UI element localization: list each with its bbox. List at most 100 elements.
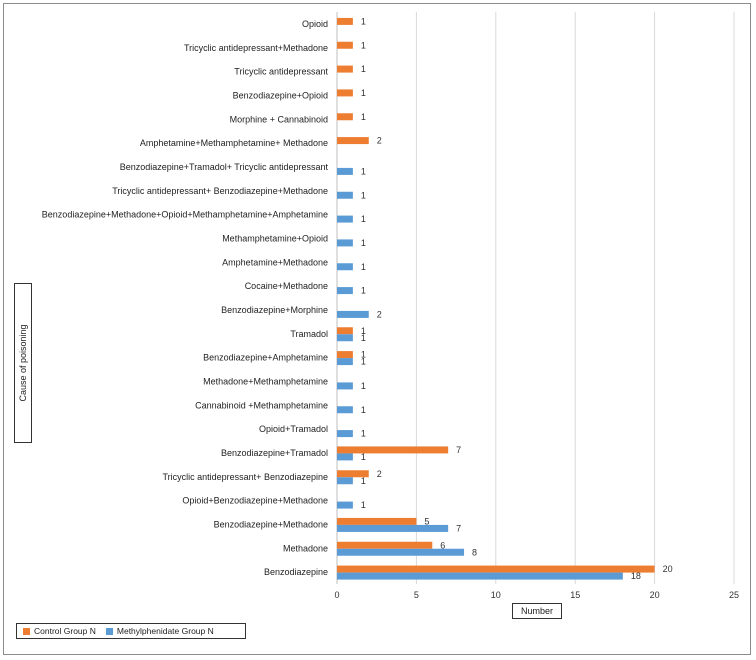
- bar-control: [337, 565, 655, 573]
- data-label-control: 1: [361, 112, 366, 122]
- bar-methylphenidate: [337, 382, 353, 390]
- data-label-methylphenidate: 1: [361, 452, 366, 462]
- category-label: Tricyclic antidepressant+ Benzodiazepine…: [112, 186, 328, 196]
- bars: [337, 17, 655, 580]
- bar-control: [337, 517, 417, 525]
- bar-methylphenidate: [337, 239, 353, 247]
- category-label: Opioid: [302, 19, 328, 29]
- bar-control: [337, 446, 449, 454]
- category-label: Tramadol: [290, 329, 328, 339]
- category-label: Cocaine+Methadone: [245, 281, 328, 291]
- data-label-methylphenidate: 1: [361, 214, 366, 224]
- legend-swatch-control: [23, 627, 30, 635]
- data-label-methylphenidate: 8: [472, 547, 477, 557]
- bar-methylphenidate: [337, 406, 353, 414]
- bar-methylphenidate: [337, 477, 353, 485]
- data-label-control: 7: [456, 445, 461, 455]
- legend-label-methylphenidate: Methylphenidate Group N: [116, 626, 214, 636]
- bar-control: [337, 65, 353, 73]
- category-label: Opioid+Tramadol: [259, 424, 328, 434]
- category-label: Opioid+Benzodiazepine+Methadone: [182, 496, 328, 506]
- data-label-methylphenidate: 1: [361, 166, 366, 176]
- data-label-control: 1: [361, 40, 366, 50]
- bar-control: [337, 541, 433, 549]
- data-label-methylphenidate: 1: [361, 286, 366, 296]
- data-label-control: 1: [361, 350, 366, 360]
- category-label: Benzodiazepine+Opioid: [233, 90, 328, 100]
- data-label-control: 20: [663, 564, 673, 574]
- category-label: Cannabinoid +Methamphetamine: [195, 400, 328, 410]
- bar-methylphenidate: [337, 453, 353, 461]
- data-label-control: 5: [424, 516, 429, 526]
- category-label: Benzodiazepine+Amphetamine: [203, 353, 328, 363]
- x-tick-label: 25: [729, 590, 739, 600]
- bar-control: [337, 113, 353, 121]
- data-label-methylphenidate: 1: [361, 262, 366, 272]
- legend-entry-control: Control Group N: [23, 626, 96, 636]
- category-label: Benzodiazepine+Methadone: [214, 519, 328, 529]
- legend-swatch-methylphenidate: [105, 627, 113, 635]
- x-tick-label: 0: [334, 590, 339, 600]
- legend-entry-methylphenidate: Methylphenidate Group N: [105, 626, 214, 636]
- bar-methylphenidate: [337, 310, 369, 318]
- bar-control: [337, 41, 353, 49]
- category-label: Benzodiazepine: [264, 567, 328, 577]
- bar-control: [337, 351, 353, 359]
- category-label: Methadone+Methamphetamine: [203, 376, 328, 386]
- category-label: Morphine + Cannabinoid: [230, 114, 328, 124]
- data-label-control: 1: [361, 326, 366, 336]
- category-label: Benzodiazepine+Morphine: [221, 305, 328, 315]
- y-axis-title-box: Cause of poisoning: [14, 283, 32, 443]
- category-label: Benzodiazepine+Tramadol: [221, 448, 328, 458]
- category-label: Tricyclic antidepressant+ Benzodiazepine: [162, 472, 328, 482]
- bar-methylphenidate: [337, 334, 353, 342]
- category-label: Tricyclic antidepressant: [234, 67, 328, 77]
- bar-methylphenidate: [337, 501, 353, 509]
- data-label-methylphenidate: 1: [361, 238, 366, 248]
- data-label-control: 1: [361, 64, 366, 74]
- x-tick-label: 10: [491, 590, 501, 600]
- data-label-control: 1: [361, 16, 366, 26]
- data-label-control: 1: [361, 88, 366, 98]
- legend-label-control: Control Group N: [34, 626, 96, 636]
- data-label-methylphenidate: 1: [361, 500, 366, 510]
- category-label: Benzodiazepine+Tramadol+ Tricyclic antid…: [120, 162, 329, 172]
- x-tick-label: 5: [414, 590, 419, 600]
- category-label: Amphetamine+Methadone: [222, 257, 328, 267]
- x-tick-label: 20: [650, 590, 660, 600]
- bar-control: [337, 327, 353, 335]
- bar-methylphenidate: [337, 572, 623, 580]
- data-label-methylphenidate: 2: [377, 309, 382, 319]
- bar-methylphenidate: [337, 430, 353, 438]
- bar-methylphenidate: [337, 215, 353, 223]
- x-axis-title: Number: [512, 603, 562, 619]
- data-label-methylphenidate: 1: [361, 333, 366, 343]
- bar-methylphenidate: [337, 167, 353, 175]
- data-label-methylphenidate: 18: [631, 571, 641, 581]
- bar-methylphenidate: [337, 524, 449, 532]
- bar-methylphenidate: [337, 263, 353, 271]
- data-label-control: 6: [440, 540, 445, 550]
- bar-methylphenidate: [337, 287, 353, 295]
- data-label-methylphenidate: 1: [361, 405, 366, 415]
- data-label-methylphenidate: 1: [361, 190, 366, 200]
- data-label-methylphenidate: 1: [361, 357, 366, 367]
- category-label: Methadone: [283, 543, 328, 553]
- bar-control: [337, 89, 353, 97]
- category-label: Methamphetamine+Opioid: [222, 233, 328, 243]
- gridlines: [336, 12, 735, 584]
- data-label-control: 2: [377, 136, 382, 146]
- data-label-control: 2: [377, 469, 382, 479]
- bar-control: [337, 137, 369, 145]
- bar-control: [337, 470, 369, 478]
- data-label-methylphenidate: 1: [361, 429, 366, 439]
- chart-frame: [3, 3, 751, 655]
- data-label-methylphenidate: 7: [456, 523, 461, 533]
- data-label-methylphenidate: 1: [361, 476, 366, 486]
- y-axis-title: Cause of poisoning: [18, 324, 28, 402]
- category-label: Amphetamine+Methamphetamine+ Methadone: [140, 138, 328, 148]
- legend: Control Group N Methylphenidate Group N: [16, 623, 246, 639]
- x-tick-label: 15: [570, 590, 580, 600]
